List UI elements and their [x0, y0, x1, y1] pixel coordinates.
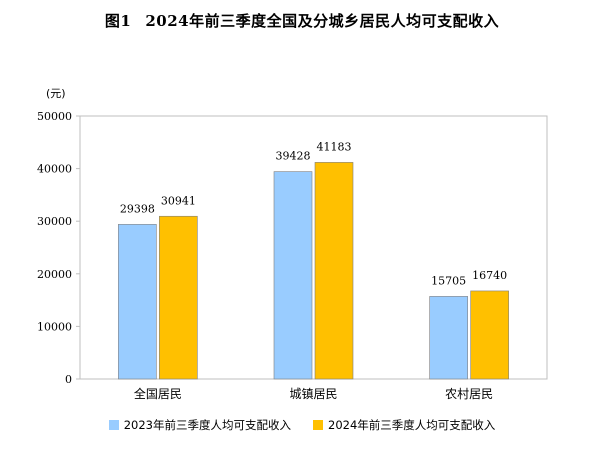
y-tick-label-1: 10000	[37, 320, 72, 333]
bar-0-0	[118, 224, 157, 380]
bar-1-0	[273, 171, 313, 380]
legend-label-0: 2023年前三季度人均可支配收入	[123, 418, 291, 432]
legend: 2023年前三季度人均可支配收入 2024年前三季度人均可支配收入	[0, 417, 604, 433]
y-tick-label-0: 0	[65, 373, 72, 386]
y-tick-label-4: 40000	[37, 163, 72, 176]
bar-chart: (元) 0 10000 20000 30000 40000 50000 29398 30941…	[37, 87, 548, 401]
category-label-1: 城镇居民	[289, 387, 337, 401]
y-tick-label-2: 20000	[37, 268, 72, 281]
category-label-2: 农村居民	[445, 387, 493, 401]
chart-title: 图1 2024年前三季度全国及分城乡居民人均可支配收入	[0, 10, 604, 31]
y-tick-label-3: 30000	[37, 215, 72, 228]
y-tick-label-5: 50000	[37, 110, 72, 123]
plot-frame	[79, 115, 548, 380]
plot-area: 0 10000 20000 30000 40000 50000 29398 30941 全国居民…	[37, 110, 548, 401]
legend-swatch-0	[108, 420, 119, 430]
bar-1-1	[314, 162, 354, 380]
data-label-0-1: 30941	[161, 194, 196, 207]
legend-item-1: 2024年前三季度人均可支配收入	[313, 417, 495, 433]
figure-title: 2024年前三季度全国及分城乡居民人均可支配收入	[145, 12, 500, 30]
legend-swatch-1	[313, 420, 323, 430]
data-label-2-1: 16740	[472, 269, 507, 282]
bar-0-1	[159, 215, 198, 380]
legend-label-1: 2024年前三季度人均可支配收入	[328, 418, 496, 432]
data-label-2-0: 15705	[431, 274, 466, 287]
y-axis-unit: (元)	[46, 87, 66, 100]
data-label-0-0: 29398	[120, 202, 155, 215]
data-label-1-0: 39428	[276, 150, 311, 163]
bar-2-1	[470, 290, 509, 380]
bar-2-0	[429, 296, 468, 380]
figure-number: 图1	[104, 12, 132, 30]
category-label-0: 全国居民	[134, 386, 182, 401]
data-label-1-1: 41183	[317, 140, 352, 153]
legend-item-0: 2023年前三季度人均可支配收入	[108, 417, 291, 433]
